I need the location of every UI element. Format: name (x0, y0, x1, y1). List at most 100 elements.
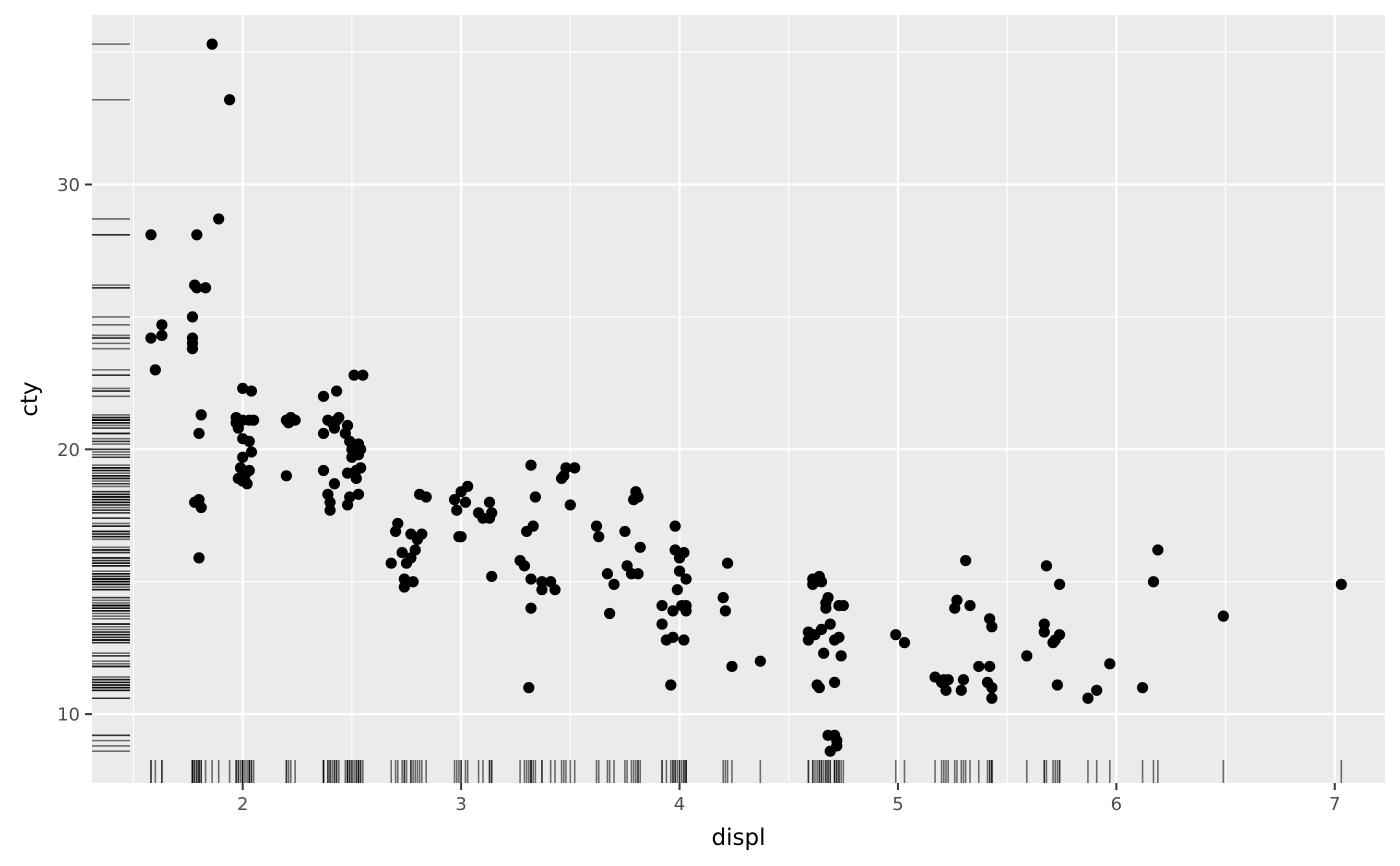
data-point (248, 414, 260, 426)
data-point (193, 552, 205, 564)
data-point (350, 472, 362, 485)
data-point (525, 573, 537, 585)
data-point (392, 517, 404, 530)
data-point (1038, 618, 1050, 630)
data-point (245, 385, 258, 397)
data-point (619, 525, 631, 538)
data-point (833, 631, 845, 643)
data-point (156, 329, 168, 342)
data-point (328, 478, 341, 490)
data-point (525, 459, 537, 471)
data-point (1038, 626, 1050, 638)
data-point (569, 462, 581, 474)
x-tick-label: 6 (1111, 794, 1122, 815)
data-point (1104, 658, 1116, 670)
data-point (348, 369, 360, 381)
x-tick-label: 3 (455, 794, 466, 815)
data-point (331, 385, 343, 397)
data-point (1152, 544, 1164, 556)
data-point (149, 364, 161, 376)
data-point (673, 565, 686, 577)
data-point (525, 602, 537, 614)
data-point (680, 573, 692, 585)
data-point (1021, 650, 1033, 662)
data-points (145, 38, 1347, 757)
data-point (1147, 576, 1160, 588)
data-point (462, 480, 474, 492)
data-point (608, 578, 620, 590)
data-point (564, 499, 576, 511)
data-point (549, 584, 561, 596)
data-point (560, 462, 572, 474)
data-point (396, 547, 408, 559)
data-point (243, 464, 255, 477)
data-point (678, 634, 690, 646)
rug-y (92, 43, 130, 753)
data-point (193, 427, 205, 440)
x-axis: 2 3 4 5 6 7 (237, 783, 1340, 815)
data-point (957, 674, 970, 686)
y-tick-label: 20 (57, 440, 80, 461)
data-point (317, 464, 330, 477)
data-point (191, 229, 203, 241)
data-point (486, 570, 498, 583)
data-point (824, 618, 836, 630)
data-point (409, 544, 421, 556)
data-point (601, 568, 614, 580)
data-point (245, 446, 258, 458)
data-point (195, 501, 207, 514)
data-point (280, 470, 292, 482)
data-point (680, 605, 692, 617)
data-point (719, 605, 731, 617)
data-point (448, 494, 461, 506)
data-point (355, 462, 367, 474)
x-tick-label: 5 (892, 794, 903, 815)
data-point (213, 213, 225, 225)
data-point (632, 568, 644, 580)
data-point (986, 621, 998, 633)
data-point (357, 369, 369, 381)
data-point (241, 478, 253, 490)
data-point (529, 491, 541, 503)
data-point (237, 451, 249, 463)
data-point (459, 496, 472, 508)
data-point (820, 602, 832, 614)
y-axis-title: cty (17, 381, 43, 416)
data-point (1053, 629, 1066, 641)
data-point (890, 629, 902, 641)
data-point (398, 581, 410, 593)
data-point (523, 682, 535, 694)
data-point (815, 623, 828, 636)
data-point (1082, 692, 1094, 704)
data-point (986, 682, 998, 694)
data-point (145, 229, 157, 241)
data-point (186, 332, 199, 344)
grid-major (92, 15, 1385, 783)
data-point (195, 409, 207, 421)
data-point (1217, 610, 1229, 622)
data-point (483, 496, 496, 508)
data-point (671, 584, 683, 596)
data-point (223, 94, 236, 106)
data-point (593, 531, 605, 543)
data-point (951, 594, 963, 606)
data-point (324, 504, 336, 516)
data-point (717, 592, 729, 604)
data-point (822, 592, 834, 604)
x-tick-label: 7 (1329, 794, 1340, 815)
data-point (407, 576, 419, 588)
data-point (955, 684, 967, 696)
data-point (964, 599, 976, 612)
data-point (156, 319, 168, 331)
data-point (536, 584, 548, 596)
data-point (831, 735, 843, 747)
data-point (667, 605, 679, 617)
x-tick-label: 4 (674, 794, 685, 815)
data-point (1040, 560, 1053, 572)
data-point (656, 618, 668, 630)
data-point (289, 414, 301, 426)
data-point (656, 599, 668, 612)
data-point (341, 467, 354, 479)
data-point (667, 631, 679, 643)
